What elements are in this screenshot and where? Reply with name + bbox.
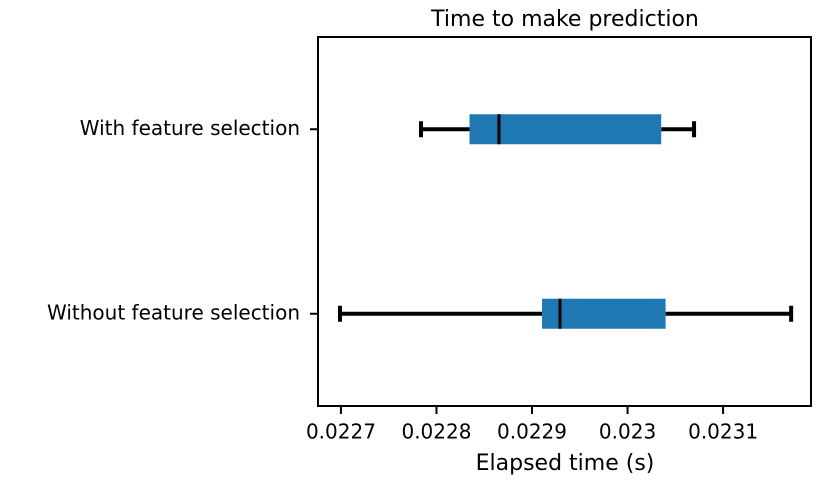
y-tick-label: Without feature selection <box>47 300 300 324</box>
x-tick-label: 0.0229 <box>497 420 567 444</box>
x-tick-label: 0.023 <box>599 420 656 444</box>
x-tick-label: 0.0228 <box>401 420 471 444</box>
chart-title: Time to make prediction <box>430 7 699 32</box>
box <box>542 298 666 329</box>
y-tick-label: With feature selection <box>80 116 300 140</box>
box <box>469 114 662 145</box>
x-tick-label: 0.0231 <box>688 420 758 444</box>
plot-frame <box>317 36 812 407</box>
x-axis-label: Elapsed time (s) <box>476 451 655 476</box>
x-tick-label: 0.0227 <box>306 420 376 444</box>
